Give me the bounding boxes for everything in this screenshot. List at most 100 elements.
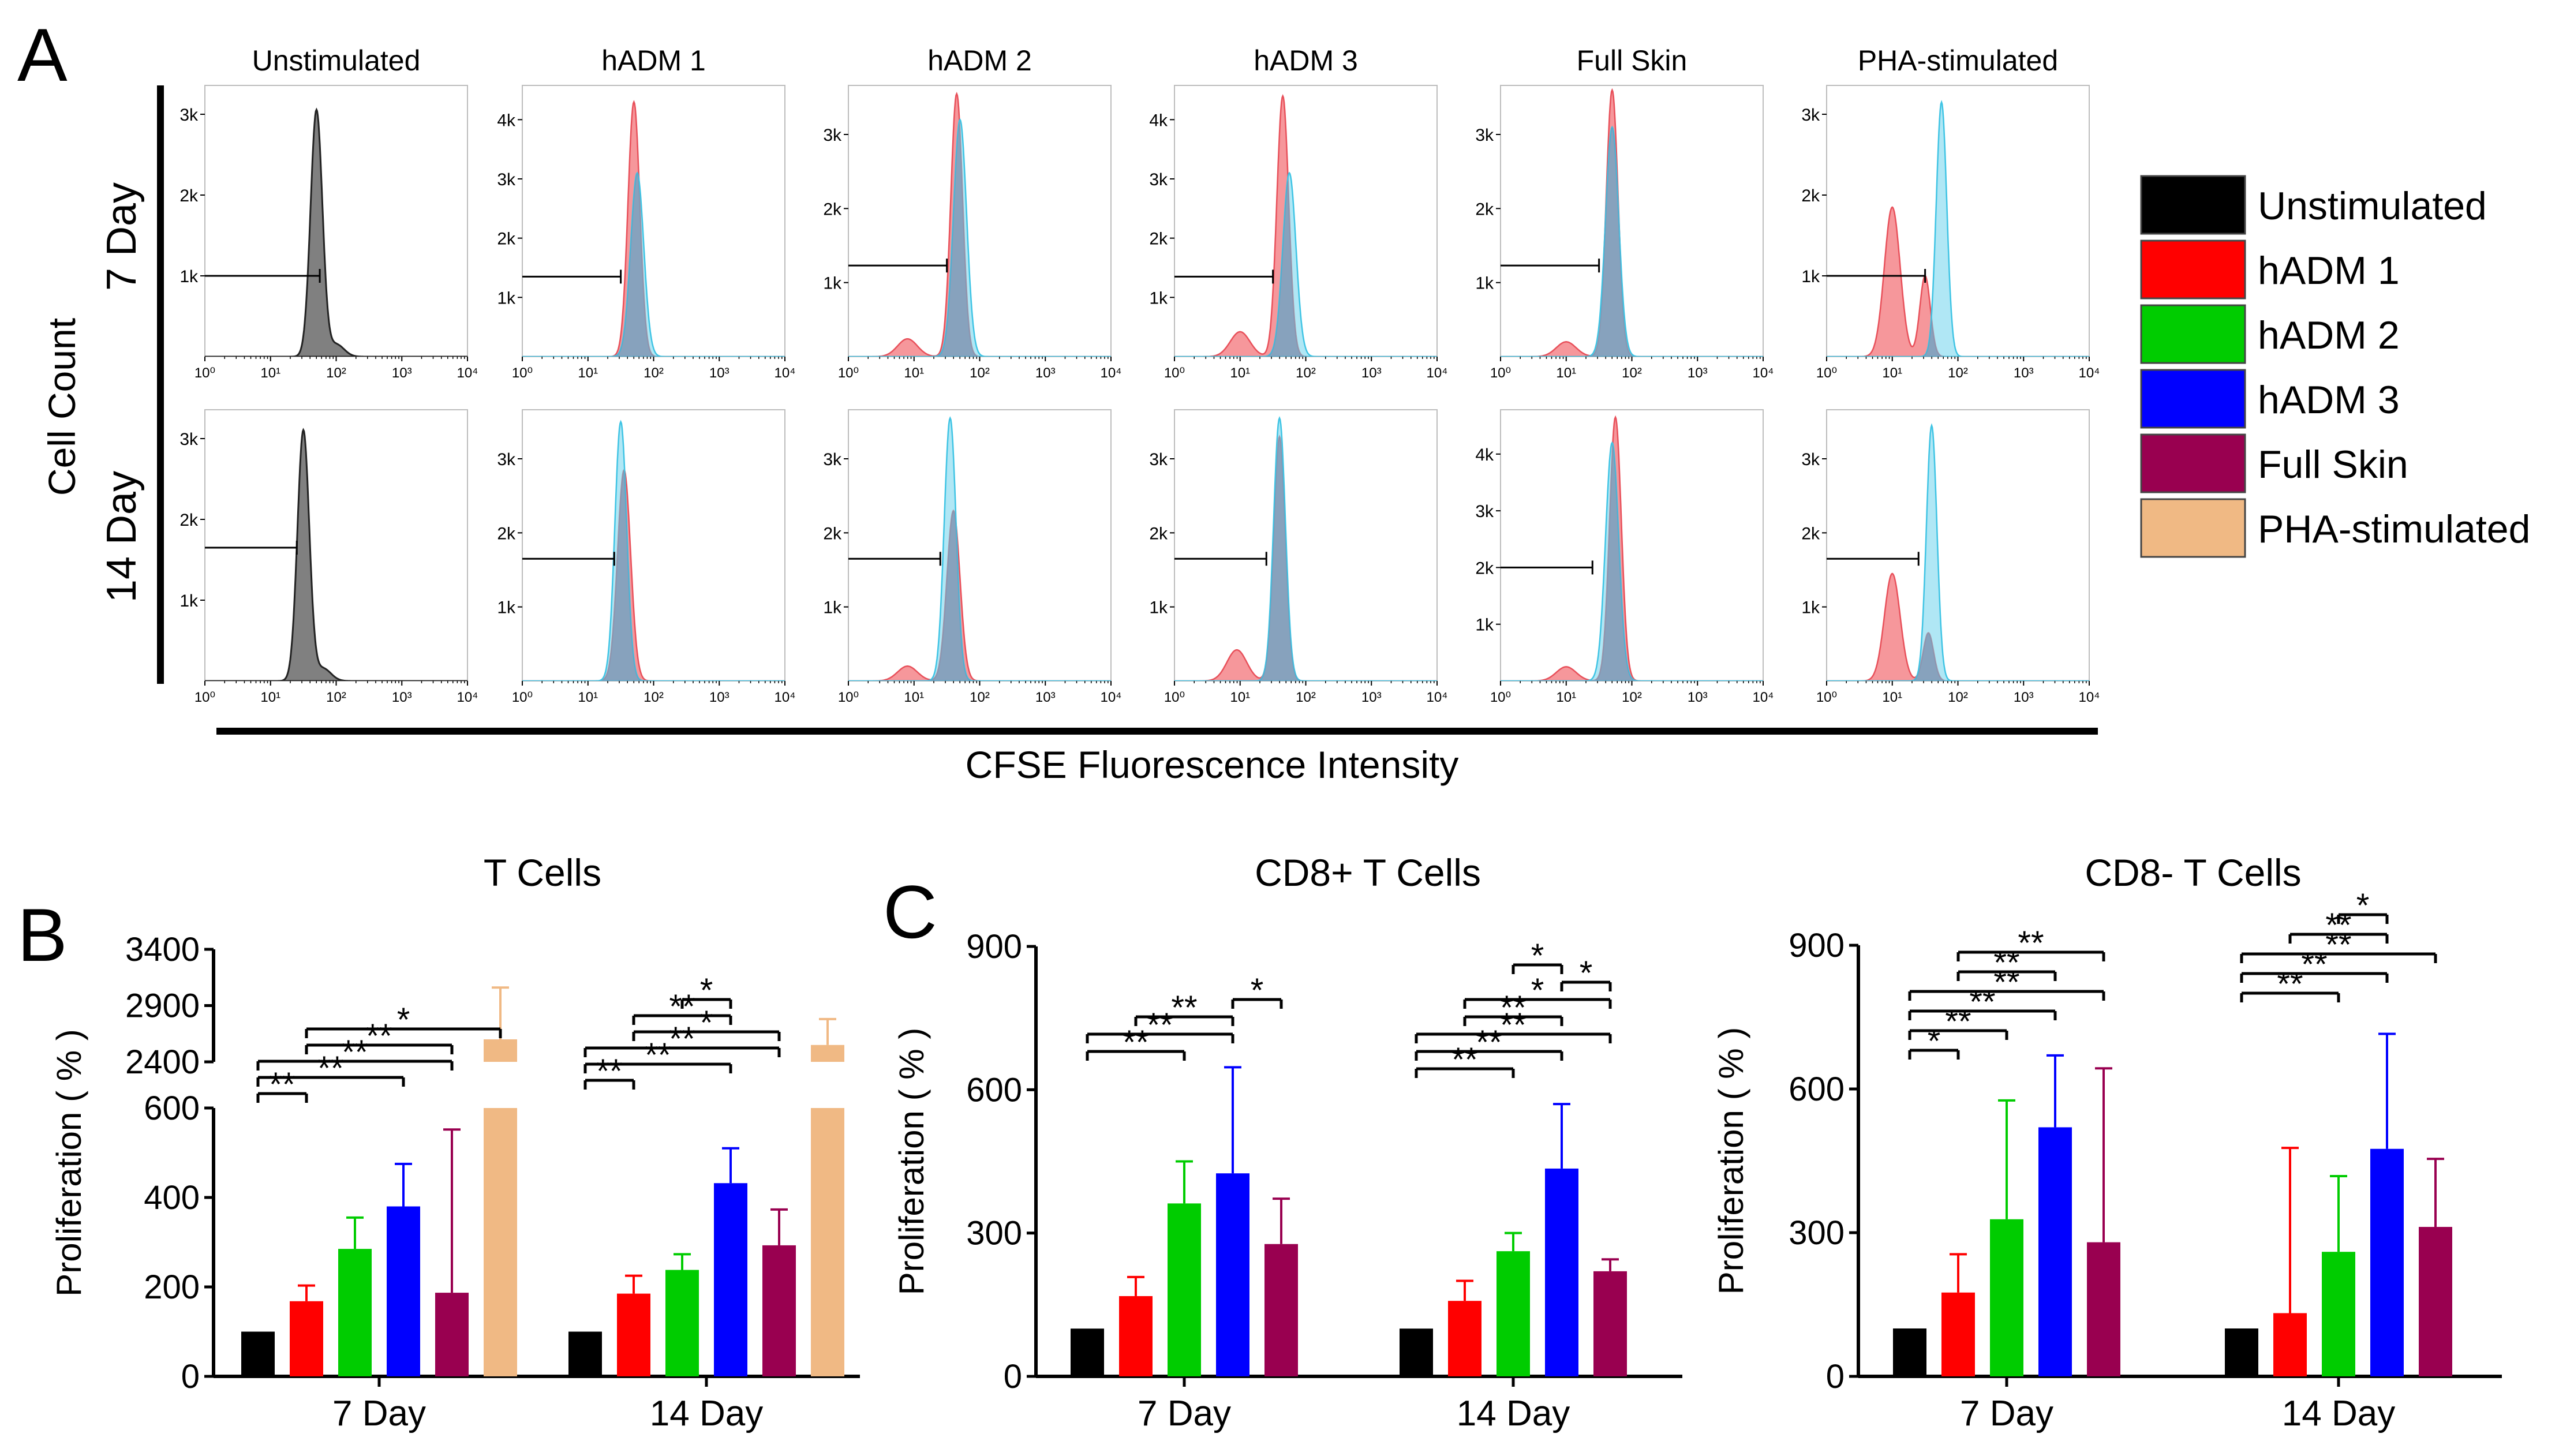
y-tick-label: 2k — [1801, 186, 1820, 205]
bar-1-0 — [1941, 1292, 1975, 1376]
y-tick-label: 3k — [823, 450, 842, 469]
bar-chart-cd8-neg: 0 300 600 900 CD8- T Cells Proliferation ( % … — [1712, 851, 2502, 1433]
legend: Unstimulated hADM 1 hADM 2 hADM 3 Full Skin P… — [2140, 175, 2530, 558]
x-tick-label: 14 Day — [650, 1394, 763, 1433]
y-tick-label: 2k — [179, 511, 199, 530]
sig-label: ** — [269, 1066, 295, 1103]
y-tick-label: 600 — [144, 1090, 200, 1127]
x-tick-label: 10⁰ — [512, 365, 533, 381]
x-tick-label: 10³ — [392, 365, 412, 381]
x-tick-label: 10⁰ — [1816, 690, 1837, 705]
legend-swatch-1 — [2140, 239, 2246, 300]
x-tick-label: 10⁰ — [194, 365, 215, 381]
bar-4-1 — [762, 1245, 796, 1376]
sig-label: ** — [2325, 907, 2351, 944]
x-tick-label: 10³ — [2014, 365, 2034, 381]
legend-label-5: PHA-stimulated — [2258, 507, 2530, 551]
row-label-14-day: 14 Day — [99, 471, 145, 602]
y-tick-label: 1k — [179, 267, 199, 286]
x-tick-label: 7 Day — [1138, 1394, 1231, 1433]
histogram-curves — [1501, 415, 1763, 681]
y-tick-label: 1k — [1149, 598, 1168, 617]
x-tick-label: 10³ — [1361, 365, 1382, 381]
histogram-panel-8: 1k 2k 3k 10⁰ 10¹ 10² 10³ 10⁴ — [823, 409, 1122, 705]
x-tick-label: 10⁴ — [1752, 365, 1774, 381]
sig-label: ** — [669, 988, 695, 1025]
x-tick-label: 10¹ — [1230, 690, 1250, 705]
histogram-frame — [1826, 409, 2090, 682]
y-tick-label: 2k — [1801, 524, 1820, 543]
x-tick-label: 10¹ — [578, 690, 598, 705]
histogram-cyan-curve — [1501, 125, 1763, 357]
sig-label: ** — [1147, 1006, 1173, 1044]
x-tick-label: 10⁴ — [2078, 690, 2100, 705]
y-tick-label: 2k — [497, 230, 516, 249]
x-tick-label: 10¹ — [904, 690, 924, 705]
histogram-curves — [205, 428, 467, 681]
row-label-7-day: 7 Day — [99, 182, 145, 291]
y-tick-label: 1k — [1475, 616, 1494, 635]
y-tick-label: 900 — [1789, 927, 1845, 964]
histogram-curves — [1174, 93, 1437, 357]
y-tick-label: 3k — [823, 126, 842, 145]
bar-4-1 — [2419, 1227, 2452, 1376]
bar-0-0 — [241, 1331, 275, 1376]
bar-4-0 — [435, 1293, 469, 1376]
histogram-curves — [1827, 423, 2089, 681]
x-tick-label: 10¹ — [260, 365, 280, 381]
histogram-frame — [848, 409, 1112, 682]
x-tick-label: 10⁴ — [457, 365, 478, 381]
y-tick-label: 2k — [823, 524, 842, 543]
sig-label: * — [1928, 1023, 1941, 1060]
panel-letter-b: B — [17, 893, 68, 977]
y-tick-label: 300 — [1789, 1214, 1845, 1252]
x-tick-label: 10⁴ — [1100, 690, 1121, 705]
y-tick-label: 4k — [497, 111, 516, 130]
bar-4-0 — [2087, 1242, 2120, 1376]
column-title-0: Unstimulated — [252, 44, 421, 77]
y-tick-label: 0 — [181, 1358, 200, 1395]
sig-label: * — [700, 972, 713, 1009]
y-tick-label: 300 — [966, 1215, 1022, 1252]
x-tick-label: 10² — [970, 690, 990, 705]
x-tick-label: 10² — [1948, 365, 1968, 381]
histogram-unstimulated-curve — [205, 107, 467, 357]
panel-letter-c: C — [883, 870, 937, 954]
histogram-panel-9: 1k 2k 3k 10⁰ 10¹ 10² 10³ 10⁴ — [1149, 409, 1448, 705]
legend-swatch-5 — [2140, 498, 2246, 558]
x-tick-label: 10² — [970, 365, 990, 381]
x-tick-label: 10⁰ — [838, 365, 859, 381]
histogram-curves — [848, 416, 1111, 681]
x-tick-label: 10³ — [1035, 365, 1056, 381]
histogram-red-curve — [1174, 435, 1437, 681]
bar-3-1 — [714, 1183, 747, 1376]
column-title-5: PHA-stimulated — [1858, 44, 2058, 77]
bar-chart-t-cells: 0 200 400 600 2400 2900 3400 T Cells Proliferati… — [50, 851, 860, 1433]
y-tick-label: 2k — [1149, 230, 1168, 249]
y-tick-label: 0 — [1826, 1358, 1845, 1395]
x-tick-label: 10⁰ — [194, 690, 215, 705]
bar-0-1 — [568, 1331, 602, 1376]
sig-label: * — [1580, 955, 1593, 992]
x-tick-label: 10¹ — [1230, 365, 1250, 381]
bar-2-0 — [1168, 1203, 1201, 1376]
y-tick-label: 3k — [1149, 450, 1168, 469]
sig-label: ** — [1969, 983, 1995, 1021]
sig-label: ** — [366, 1017, 392, 1055]
histogram-panel-5: 1k 2k 3k 10⁰ 10¹ 10² 10³ 10⁴ — [1801, 85, 2100, 381]
x-tick-label: 10⁴ — [457, 690, 478, 705]
sig-label: ** — [317, 1050, 343, 1087]
x-tick-label: 10³ — [1688, 365, 1708, 381]
bar-upper-5-1 — [811, 1045, 844, 1062]
y-tick-label: 2k — [179, 186, 199, 205]
x-tick-label: 10³ — [1688, 690, 1708, 705]
y-tick-label: 2k — [823, 200, 842, 219]
sig-label: ** — [2301, 946, 2327, 983]
x-tick-label: 10² — [1622, 690, 1642, 705]
histogram-red-curve — [1827, 206, 2089, 357]
y-tick-label: 1k — [497, 598, 516, 617]
sig-label: ** — [1476, 1024, 1502, 1061]
histogram-grid: Unstimulated hADM 1 hADM 2 hADM 3 Full Skin P… — [179, 44, 2100, 705]
y-axis-title: Proliferation ( % ) — [50, 1029, 88, 1296]
x-tick-label: 10⁰ — [1164, 365, 1185, 381]
